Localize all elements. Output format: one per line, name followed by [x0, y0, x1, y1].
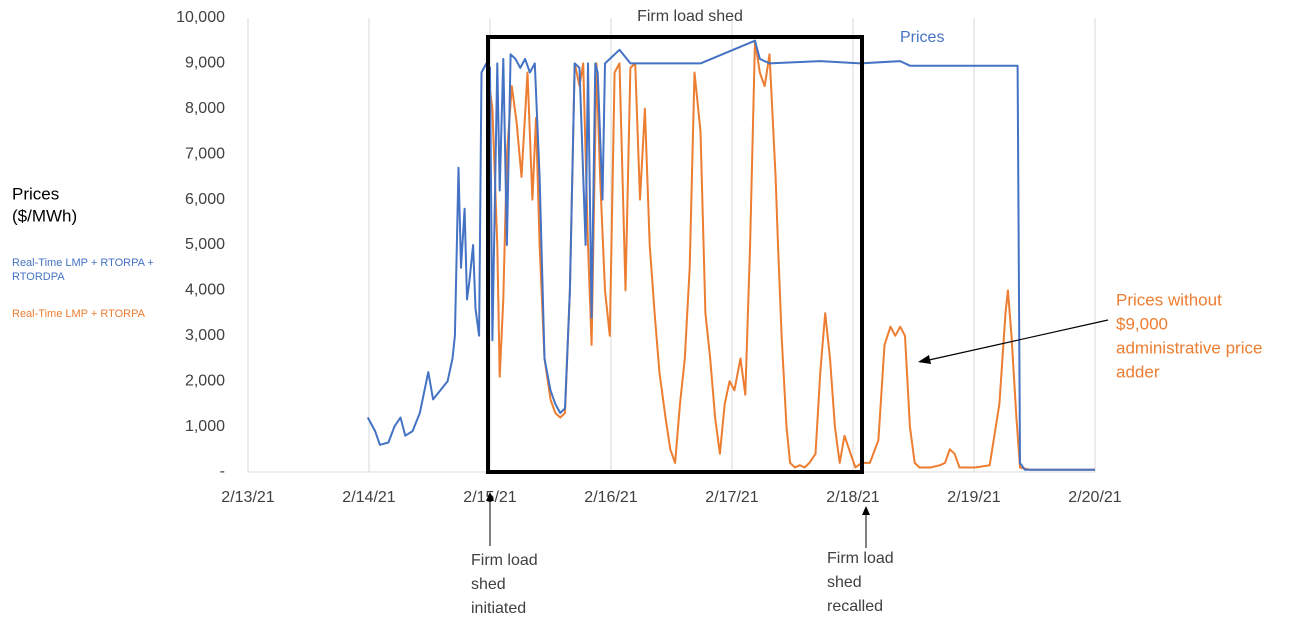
annotation: recalled: [827, 598, 883, 615]
series-line: [486, 39, 1095, 471]
y-tick-label: 4,000: [185, 282, 225, 299]
x-tick-label: 2/19/21: [947, 489, 1000, 506]
y-tick-label: 6,000: [185, 191, 225, 208]
x-tick-label: 2/18/21: [826, 489, 879, 506]
chart-title: Firm load shed: [637, 8, 743, 25]
annotation-arrow: [919, 319, 1109, 363]
series-line: [366, 39, 1095, 471]
y-axis-label: ($/MWh): [12, 206, 77, 225]
y-tick-label: 3,000: [185, 327, 225, 344]
x-tick-label: 2/13/21: [221, 489, 274, 506]
x-tick-label: 2/20/21: [1068, 489, 1121, 506]
annotation: initiated: [471, 600, 526, 617]
annotation: adder: [1116, 362, 1160, 381]
y-tick-label: 9,000: [185, 55, 225, 72]
y-tick-label: -: [220, 463, 225, 480]
load-shed-box: [486, 35, 864, 474]
annotation: Prices without: [1116, 290, 1222, 309]
y-tick-label: 5,000: [185, 236, 225, 253]
y-tick-label: 7,000: [185, 145, 225, 162]
x-tick-label: 2/17/21: [705, 489, 758, 506]
annotation: Prices: [900, 29, 944, 46]
annotation: $9,000: [1116, 314, 1168, 333]
x-tick-label: 2/16/21: [584, 489, 637, 506]
y-tick-label: 10,000: [176, 9, 225, 26]
annotation: administrative price: [1116, 338, 1262, 357]
arrow-head: [918, 355, 931, 364]
x-tick-label: 2/14/21: [342, 489, 395, 506]
annotation: shed: [827, 574, 862, 591]
y-tick-label: 1,000: [185, 418, 225, 435]
arrow-head: [486, 492, 494, 501]
annotation: Firm load: [471, 552, 538, 569]
y-tick-label: 2,000: [185, 372, 225, 389]
annotation: Firm load: [827, 550, 894, 567]
y-tick-label: 8,000: [185, 100, 225, 117]
y-axis-label: Prices: [12, 184, 59, 203]
legend-entry: Real-Time LMP + RTORPA: [12, 308, 145, 320]
legend-entry: Real-Time LMP + RTORPA + RTORDPA: [12, 257, 154, 283]
arrow-head: [862, 506, 870, 515]
plot: 2/13/212/14/212/15/212/16/212/17/212/18/…: [176, 9, 1122, 506]
annotation: shed: [471, 576, 506, 593]
